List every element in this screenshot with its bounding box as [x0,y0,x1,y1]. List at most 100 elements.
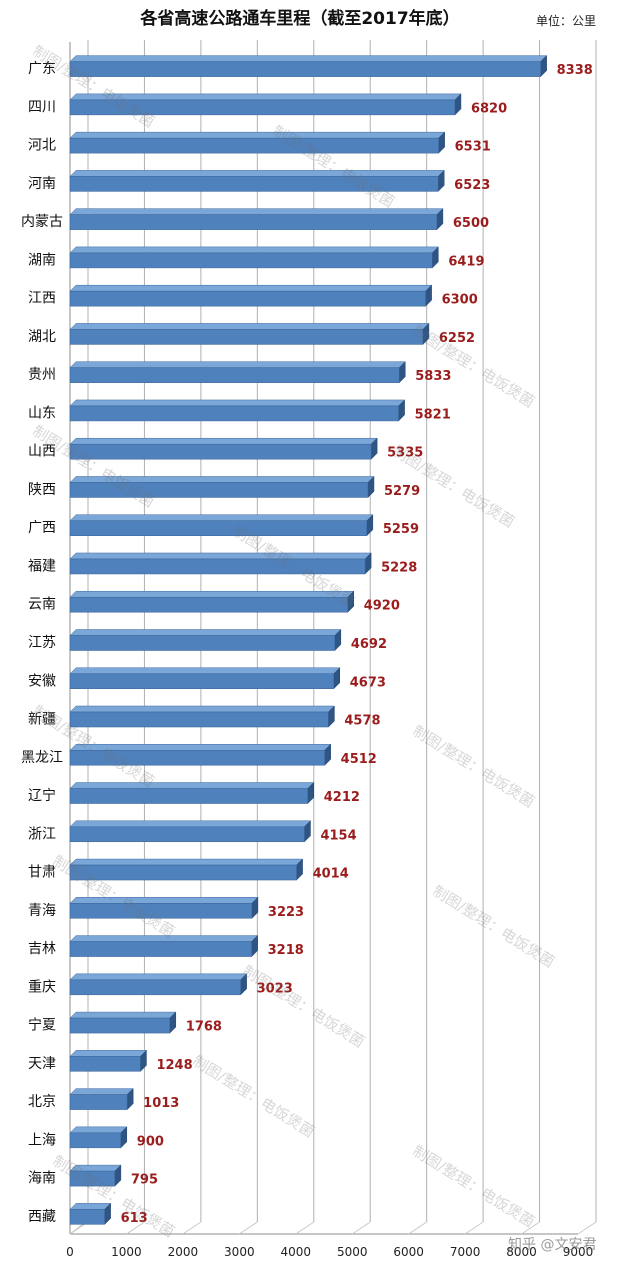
bar [69,443,372,460]
category-label: 上海 [28,1132,56,1148]
bar [69,1170,116,1187]
credit-text: 知乎 @文安君 [508,1237,597,1253]
data-label: 4692 [351,637,387,652]
gridline-floor [577,1221,597,1235]
x-tick-label: 1000 [111,1245,142,1259]
data-label: 5259 [383,522,419,537]
category-label: 甘肃 [28,865,56,881]
data-label: 6523 [454,178,490,193]
bar-top [69,667,341,675]
bar-top [69,246,439,254]
data-label: 4014 [313,867,349,882]
data-label: 4578 [344,714,380,729]
data-label: 8338 [557,63,593,78]
bar [69,558,366,575]
bar [69,329,424,345]
data-label: 5335 [387,446,423,461]
bar-top [69,323,430,330]
data-label: 3223 [268,905,304,920]
bar-top [69,629,342,636]
x-tick-label: 9000 [563,1245,594,1259]
bar [69,61,541,77]
data-label: 5228 [381,560,417,575]
data-label: 6820 [471,101,507,116]
gridline-floor [351,1221,371,1235]
data-label: 6300 [442,293,478,308]
category-label: 辽宁 [28,787,56,804]
gridline-floor [295,1221,315,1235]
gridline-floor [464,1221,484,1235]
x-tick-label: 4000 [281,1245,312,1259]
bar-top [69,1126,128,1134]
category-label: 北京 [28,1094,56,1110]
bar [69,214,438,230]
bar [69,405,399,422]
bar-top [69,284,433,292]
bar-top [69,170,445,177]
category-label: 青海 [28,903,56,919]
bar [69,176,439,192]
gridline-floor [408,1221,427,1235]
bar [69,826,305,843]
data-label: 4512 [341,752,377,767]
bar-top [69,437,378,445]
category-label: 河北 [28,138,56,154]
gridline-floor [126,1221,145,1235]
x-tick-label: 3000 [224,1245,255,1259]
data-label: 6252 [439,331,475,346]
category-label: 贵州 [28,367,56,383]
x-tick-label: 7000 [450,1245,481,1259]
category-label: 宁夏 [28,1017,56,1034]
bar [69,941,252,957]
data-label: 4212 [324,790,360,805]
bar-top [69,55,548,62]
category-label: 广西 [28,520,56,536]
bar [69,367,400,383]
category-label: 重庆 [28,979,56,995]
category-label: 山西 [28,444,56,460]
x-tick-label: 2000 [168,1245,199,1259]
bar [69,1209,105,1225]
bar [69,99,456,116]
data-label: 3218 [268,943,304,958]
bar [69,520,368,536]
bar-top [69,399,406,407]
bar-top [69,1011,177,1019]
bar [69,979,241,996]
bar-top [69,820,312,828]
category-label: 福建 [28,558,56,574]
data-label: 3023 [257,981,293,996]
bar [69,1132,122,1149]
bar-top [69,858,304,866]
category-label: 黑龙江 [21,750,63,766]
category-label: 江苏 [28,635,56,651]
bar [69,750,325,766]
bar-top [69,361,406,368]
bar [69,252,433,269]
category-label: 吉林 [28,941,56,957]
bar [69,596,348,613]
x-tick-label: 8000 [506,1245,537,1259]
bar-top [69,1050,148,1057]
bar-top [69,973,248,981]
bar-top [69,131,446,139]
data-label: 4154 [320,828,356,843]
bar [69,137,439,154]
bar [69,1094,128,1110]
chart-title: 各省高速公路通车里程（截至2017年底） [140,9,460,29]
gridline-floor [521,1221,540,1235]
bar [69,711,329,728]
category-label: 广东 [28,61,56,77]
data-label: 1248 [156,1058,192,1073]
category-label: 江西 [28,291,56,307]
bar [69,864,297,881]
data-label: 4673 [350,675,386,690]
x-tick-label: 0 [66,1245,74,1259]
category-label: 云南 [28,597,56,613]
data-label: 4920 [364,599,400,614]
category-label: 天津 [28,1056,56,1072]
bar-top [69,782,315,789]
data-label: 5833 [415,369,451,384]
gridline-floor [182,1221,202,1235]
